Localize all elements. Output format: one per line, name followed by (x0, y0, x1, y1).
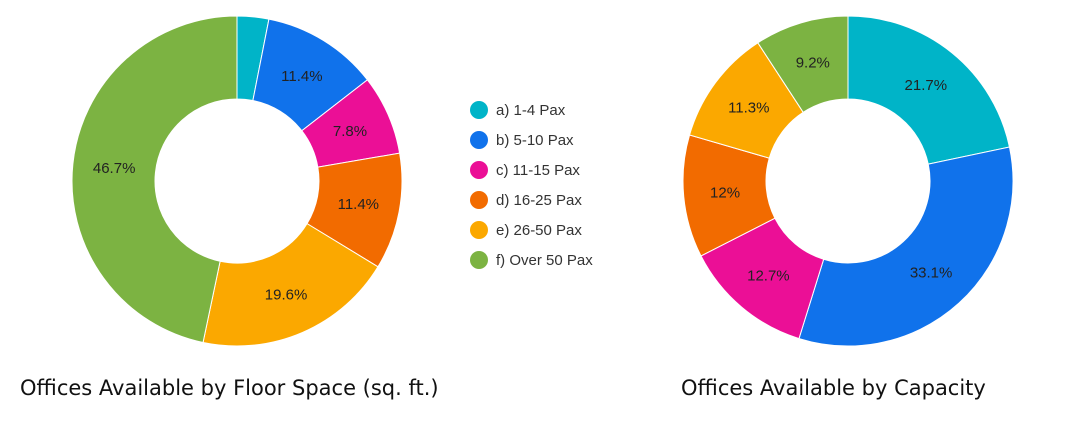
chart-title-floor-space: Offices Available by Floor Space (sq. ft… (20, 376, 439, 400)
slice-data-label: 46.7% (93, 160, 136, 177)
legend-swatch (470, 221, 488, 239)
legend-swatch (470, 161, 488, 179)
chart-title-capacity: Offices Available by Capacity (681, 376, 986, 400)
donut-slice (757, 15, 849, 114)
donut-chart-capacity: 21.7% 33.1% 12.7% 12% 11.3% 9.2% (682, 15, 1014, 347)
legend: a) 1-4 Pax b) 5-10 Pax c) 11-15 Pax d) 16-2… (470, 101, 593, 269)
donut-chart-floor-space: 11.4% 7.8% 11.4% 19.6% 46.7% (71, 15, 403, 347)
legend-swatch (470, 131, 488, 149)
slice-data-label: 9.2% (796, 55, 830, 72)
slice-data-label: 11.4% (281, 68, 322, 85)
legend-swatch (470, 251, 488, 269)
donut-slice (71, 15, 238, 344)
slice-data-label: 12% (710, 185, 740, 202)
slice-data-label: 12.7% (747, 267, 790, 284)
donut-slice (202, 222, 379, 347)
slice-data-label: 11.3% (728, 99, 769, 116)
legend-label: a) 1-4 Pax (496, 102, 566, 119)
legend-swatch (470, 101, 488, 119)
slice-data-label: 7.8% (333, 123, 367, 140)
slice-data-label: 33.1% (910, 264, 953, 281)
donut-slice (798, 146, 1014, 347)
legend-label: b) 5-10 Pax (496, 132, 574, 149)
legend-label: d) 16-25 Pax (496, 192, 582, 209)
slice-data-label: 19.6% (265, 286, 308, 303)
legend-label: f) Over 50 Pax (496, 252, 593, 269)
slice-data-label: 11.4% (338, 196, 379, 213)
legend-label: e) 26-50 Pax (496, 222, 582, 239)
donut-slice (847, 15, 1011, 165)
legend-swatch (470, 191, 488, 209)
slice-data-label: 21.7% (905, 77, 948, 94)
legend-label: c) 11-15 Pax (496, 162, 580, 179)
